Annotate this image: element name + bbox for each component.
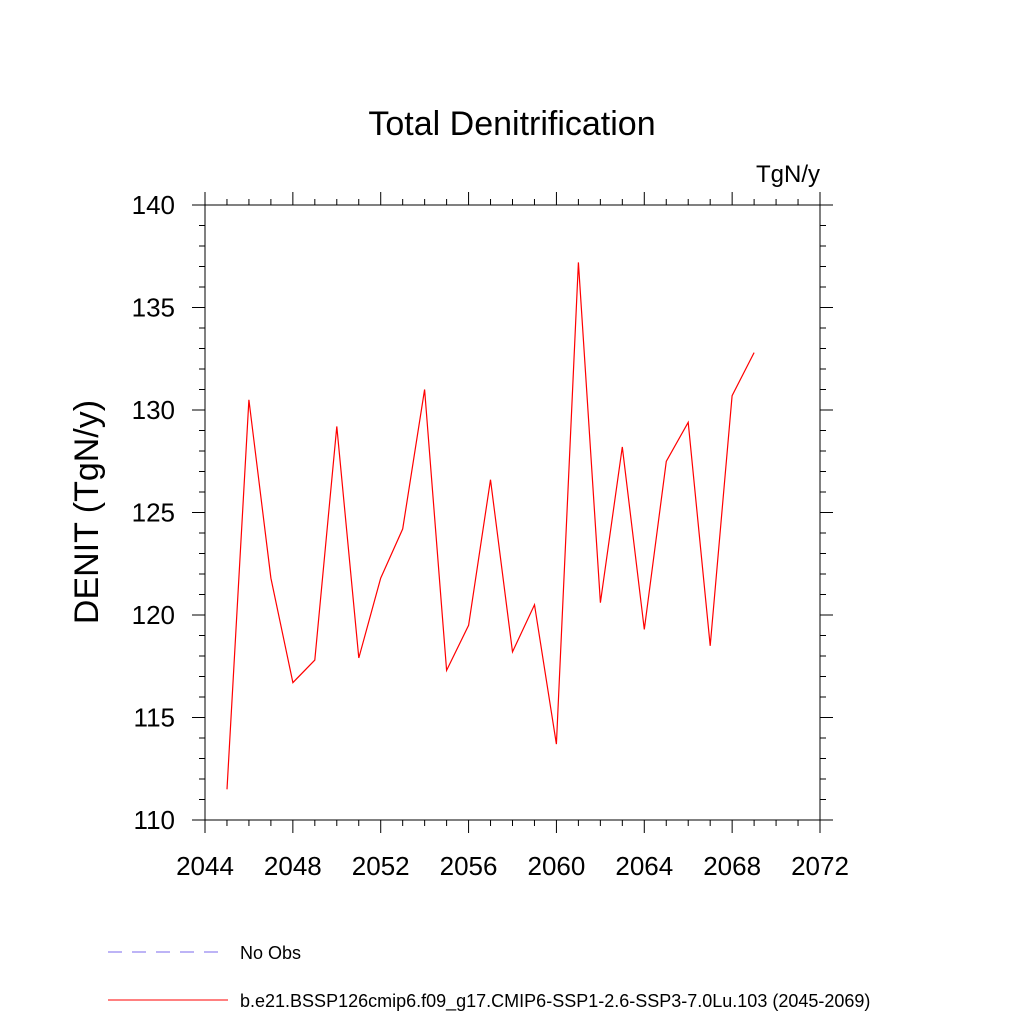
legend-label: No Obs (240, 943, 301, 963)
y-tick-label: 120 (132, 600, 175, 630)
plot-frame (204, 204, 821, 821)
legend-label: b.e21.BSSP126cmip6.f09_g17.CMIP6-SSP1-2.… (240, 991, 870, 1012)
x-tick-label: 2056 (440, 851, 498, 881)
y-tick-label: 125 (132, 498, 175, 528)
x-tick-label: 2052 (352, 851, 410, 881)
y-tick-label: 130 (132, 395, 175, 425)
x-tick-label: 2072 (791, 851, 849, 881)
axes: 2044 2048 2052 2056 2060 2064 2068 2072 110 115 12… (132, 190, 849, 881)
units-label: TgN/y (756, 161, 820, 188)
series-line (226, 262, 755, 790)
x-tick-label: 2044 (176, 851, 234, 881)
x-tick-label: 2064 (615, 851, 673, 881)
x-tick-label: 2060 (528, 851, 586, 881)
y-tick-label: 135 (132, 293, 175, 323)
y-tick-label: 110 (134, 805, 175, 835)
y-tick-label: 115 (134, 703, 175, 733)
series-lines (226, 262, 755, 790)
chart-title: Total Denitrification (368, 105, 655, 143)
x-tick-label: 2048 (264, 851, 322, 881)
y-axis-label: DENIT (TgN/y) (68, 400, 106, 624)
legend: No Obs b.e21.BSSP126cmip6.f09_g17.CMIP6-S… (108, 943, 870, 1012)
x-tick-label: 2068 (703, 851, 761, 881)
y-tick-label: 140 (132, 190, 175, 220)
